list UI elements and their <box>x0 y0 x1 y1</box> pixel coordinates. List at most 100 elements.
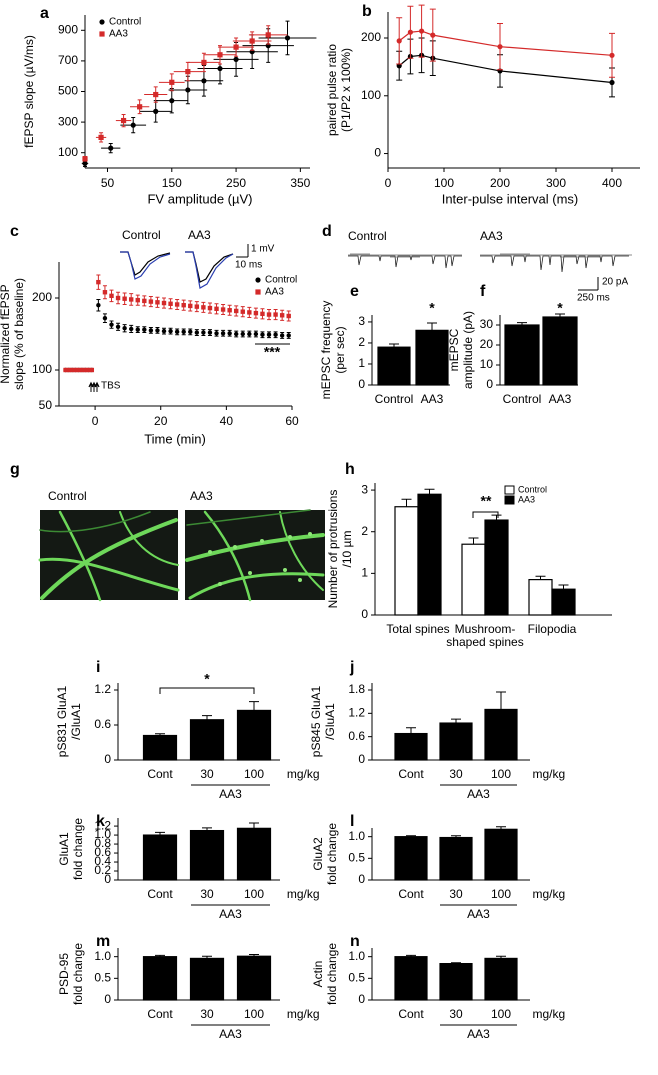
data-point <box>247 331 252 337</box>
group-label: AA3 <box>219 787 242 801</box>
y-tick-label: 100 <box>32 362 52 376</box>
data-point <box>122 296 127 301</box>
error-bar <box>451 962 461 964</box>
group-label: AA3 <box>467 787 490 801</box>
y-axis-label: Normalized fEPSP <box>0 284 12 383</box>
data-point <box>185 87 191 93</box>
x-tick-label: Cont <box>147 887 173 901</box>
y-tick-label: 0 <box>374 146 381 160</box>
data-point <box>148 328 154 333</box>
error-bar <box>468 537 479 545</box>
data-point <box>153 91 159 98</box>
data-point <box>249 38 255 44</box>
bar <box>394 836 428 881</box>
data-point <box>135 297 140 303</box>
data-point <box>109 293 114 299</box>
error-bar <box>491 514 502 521</box>
data-point <box>109 322 114 327</box>
x-tick-label: 50 <box>101 176 115 190</box>
data-point <box>89 367 95 373</box>
bar <box>484 957 518 1001</box>
data-point <box>284 35 291 41</box>
data-point <box>73 367 78 373</box>
data-point <box>214 306 219 311</box>
y-axis-label: PSD-95 <box>57 953 71 995</box>
data-point <box>86 367 91 373</box>
inset-label: AA3 <box>188 228 211 242</box>
error-bar <box>406 954 416 957</box>
bar <box>484 828 518 881</box>
y-tick-label: 700 <box>58 53 78 67</box>
legend-marker <box>255 289 261 295</box>
error-bar <box>202 955 212 959</box>
y-tick-label: 1.2 <box>348 706 365 720</box>
x-tick-label: 60 <box>285 414 299 428</box>
micrograph <box>38 510 180 602</box>
data-point <box>194 304 200 309</box>
annotation: *** <box>264 344 281 360</box>
image-label: AA3 <box>190 489 213 503</box>
data-point <box>115 324 121 329</box>
y-tick-label: 900 <box>58 22 78 36</box>
data-point <box>265 32 271 38</box>
error-bar <box>249 701 259 711</box>
x-tick-label: 20 <box>154 414 168 428</box>
data-point <box>253 331 259 337</box>
x-tick-label: 0 <box>385 176 392 190</box>
scale-label: 20 pA <box>602 277 628 288</box>
y-tick-label: 0 <box>361 607 368 621</box>
x-tick-label: 100 <box>491 887 511 901</box>
annotation: * <box>557 300 563 316</box>
x-tick-label: 100 <box>434 176 454 190</box>
x-tick-label: Control <box>503 392 542 406</box>
data-point <box>217 52 223 58</box>
bar <box>439 722 473 761</box>
data-point <box>137 104 143 110</box>
error-bar <box>401 498 412 507</box>
y-axis-label: mEPSC frequency <box>319 301 333 400</box>
data-point <box>63 367 68 373</box>
annotation: ** <box>481 493 492 509</box>
y-axis-label: fEPSP slope (µV/ms) <box>22 35 36 148</box>
y-tick-label: 20 <box>480 337 494 351</box>
data-point <box>214 331 219 336</box>
data-point <box>102 315 108 321</box>
bar <box>142 834 178 881</box>
data-point <box>82 160 88 167</box>
error-bar <box>155 954 165 957</box>
bar <box>377 346 411 386</box>
data-point <box>240 309 245 314</box>
bar <box>189 829 225 881</box>
group-label: AA3 <box>219 907 242 921</box>
data-point <box>273 312 278 317</box>
data-point <box>234 308 239 314</box>
data-point <box>217 65 223 72</box>
y-axis-label: Actin <box>311 961 325 988</box>
y-tick-label: 0.8 <box>94 836 111 850</box>
error-bar <box>496 955 506 959</box>
y-tick-label: 10 <box>480 357 494 371</box>
bar <box>439 836 473 881</box>
data-point <box>396 38 402 44</box>
data-point <box>96 279 101 285</box>
y-tick-label: 100 <box>361 88 381 102</box>
data-point <box>155 328 160 333</box>
panel-letter: n <box>350 933 360 950</box>
data-point <box>82 156 88 162</box>
group-label: AA3 <box>219 1027 242 1041</box>
data-point <box>609 52 615 58</box>
error-bar <box>558 584 569 590</box>
x-tick-label: Cont <box>398 1007 424 1021</box>
panel-letter: h <box>345 461 355 478</box>
x-tick-label: 30 <box>449 1007 463 1021</box>
data-point <box>128 297 134 302</box>
x-tick-label: 250 <box>226 176 246 190</box>
panel-letter: a <box>40 5 49 22</box>
panel-letter: j <box>349 659 354 676</box>
panel-letter: i <box>96 659 100 676</box>
data-point <box>168 328 173 334</box>
y-tick-label: 0.5 <box>348 851 365 865</box>
bar <box>189 719 225 761</box>
